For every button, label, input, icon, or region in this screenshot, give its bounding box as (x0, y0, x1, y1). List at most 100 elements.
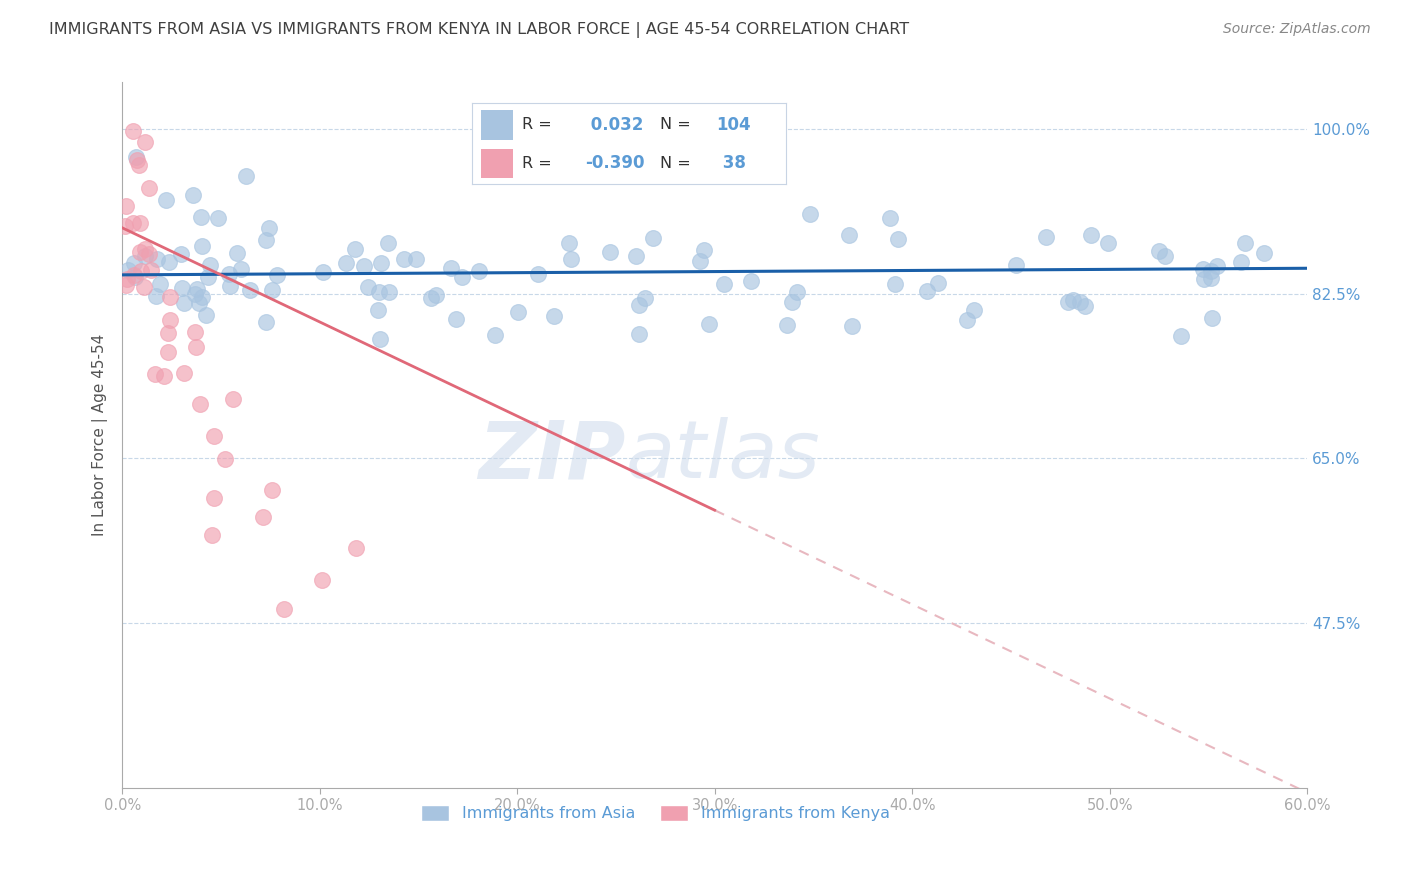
Point (129, 264, 152, 278)
Point (114, 199, 136, 213)
Point (693, 243, 716, 257)
Point (484, 328, 506, 343)
Point (368, 332, 391, 346)
Point (114, 219, 136, 233)
Point (128, 217, 150, 231)
Text: IMMIGRANTS FROM ASIA VS IMMIGRANTS FROM KENYA IN LABOR FORCE | AGE 45-54 CORRELA: IMMIGRANTS FROM ASIA VS IMMIGRANTS FROM … (49, 22, 910, 38)
Point (1199, 264, 1222, 278)
Point (392, 252, 415, 266)
Point (194, 309, 217, 323)
Point (156, 326, 179, 341)
Point (170, 247, 193, 261)
Point (125, 150, 148, 164)
Point (1097, 236, 1119, 251)
Point (776, 318, 799, 333)
Point (1170, 329, 1192, 343)
Point (197, 270, 219, 285)
Point (628, 298, 651, 312)
Point (1233, 236, 1256, 251)
Point (1062, 293, 1084, 307)
Point (1035, 230, 1057, 244)
Point (259, 220, 281, 235)
Point (155, 194, 177, 208)
Point (262, 283, 284, 297)
Point (128, 244, 150, 259)
Point (219, 279, 242, 293)
Point (506, 305, 529, 319)
Point (838, 228, 860, 243)
Point (697, 317, 720, 331)
Point (440, 260, 463, 275)
Point (184, 340, 207, 354)
Point (1192, 261, 1215, 276)
Point (146, 252, 169, 266)
Point (124, 269, 146, 284)
Point (887, 232, 910, 246)
Point (378, 285, 401, 299)
Point (786, 285, 808, 299)
Point (311, 573, 333, 587)
Point (125, 153, 148, 167)
Point (191, 239, 214, 253)
Point (157, 345, 180, 359)
Point (1005, 258, 1028, 272)
Text: atlas: atlas (626, 417, 821, 495)
Point (134, 280, 156, 294)
Point (254, 233, 277, 247)
Text: ZIP: ZIP (478, 417, 626, 495)
Point (134, 249, 156, 263)
Point (262, 483, 284, 498)
Point (343, 242, 366, 256)
Point (1199, 270, 1222, 285)
Point (963, 303, 986, 318)
Point (1229, 255, 1251, 269)
Point (335, 256, 357, 270)
Point (159, 290, 181, 304)
Point (124, 255, 146, 269)
Point (235, 169, 257, 183)
Point (207, 211, 229, 226)
Point (527, 268, 550, 282)
Point (1192, 272, 1215, 286)
Point (231, 261, 253, 276)
Point (713, 277, 735, 291)
Point (172, 281, 194, 295)
Point (188, 396, 211, 410)
Point (266, 268, 288, 283)
Point (560, 252, 582, 267)
Point (117, 262, 139, 277)
Point (879, 211, 901, 226)
Point (201, 528, 224, 542)
Point (222, 392, 245, 407)
Legend: Immigrants from Asia, Immigrants from Kenya: Immigrants from Asia, Immigrants from Ke… (413, 797, 898, 830)
Point (122, 216, 145, 230)
Point (367, 285, 389, 300)
Y-axis label: In Labor Force | Age 45-54: In Labor Force | Age 45-54 (93, 334, 108, 536)
Point (173, 296, 195, 310)
Point (214, 452, 236, 467)
Point (149, 277, 172, 292)
Point (141, 263, 163, 277)
Text: Source: ZipAtlas.com: Source: ZipAtlas.com (1223, 22, 1371, 37)
Point (114, 278, 136, 293)
Point (780, 295, 803, 310)
Point (444, 311, 467, 326)
Point (451, 270, 474, 285)
Point (543, 309, 565, 323)
Point (370, 255, 392, 269)
Point (883, 277, 905, 292)
Point (1074, 299, 1097, 313)
Point (1201, 311, 1223, 326)
Point (367, 303, 389, 318)
Point (344, 541, 367, 556)
Point (1154, 249, 1177, 263)
Point (357, 280, 380, 294)
Point (173, 366, 195, 380)
Point (252, 510, 274, 524)
Point (558, 235, 581, 250)
Point (138, 180, 160, 194)
Point (202, 491, 225, 505)
Point (1149, 244, 1171, 258)
Point (956, 313, 979, 327)
Point (799, 206, 821, 220)
